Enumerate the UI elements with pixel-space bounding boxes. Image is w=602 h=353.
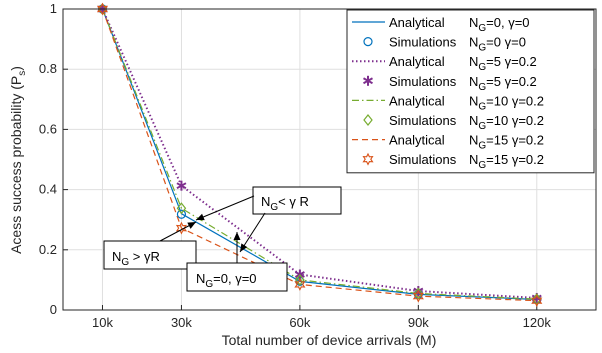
data-point bbox=[532, 293, 542, 306]
x-tick-label: 90k bbox=[408, 315, 429, 330]
legend-box bbox=[346, 9, 595, 174]
legend-params-label: NG=5 γ=0.2 bbox=[469, 54, 537, 73]
legend-swatch-marker bbox=[363, 114, 373, 126]
x-axis-label: Total number of device arrivals (M) bbox=[222, 332, 437, 348]
legend-swatch-marker bbox=[363, 36, 373, 47]
annotation-box-ng-less bbox=[252, 186, 342, 215]
annotation-ng-zero: NG=0, γ=0 bbox=[196, 271, 257, 290]
arrow-head bbox=[240, 243, 248, 252]
series-markers bbox=[96, 2, 543, 308]
legend-type-label: Simulations bbox=[389, 113, 457, 128]
data-point bbox=[176, 202, 187, 215]
legend-type-label: Analytical bbox=[389, 15, 445, 30]
legend-params-label: NG=10 γ=0.2 bbox=[469, 113, 544, 132]
y-tick-label: 1 bbox=[50, 1, 57, 16]
x-tick-label: 30k bbox=[171, 315, 192, 330]
plot-frame bbox=[62, 8, 597, 311]
arrow-head bbox=[233, 232, 241, 240]
data-point bbox=[412, 289, 424, 303]
marker-stroke bbox=[176, 182, 187, 190]
y-tick-label: 0.6 bbox=[39, 121, 57, 136]
annotation-ng-greater: NG > γR bbox=[112, 249, 160, 268]
arrow-ng-zero bbox=[233, 232, 241, 263]
legend-type-label: Simulations bbox=[389, 35, 457, 50]
y-tick-label: 0 bbox=[50, 302, 57, 317]
series-line bbox=[101, 8, 537, 301]
legend-type-label: Simulations bbox=[389, 74, 457, 89]
legend-entry: Analytical NG=10 γ=0.2 bbox=[352, 93, 544, 112]
legend-entry: Analytical NG=5 γ=0.2 bbox=[352, 54, 537, 73]
arrow-shaft bbox=[195, 195, 255, 221]
data-point bbox=[531, 294, 543, 308]
data-point bbox=[295, 273, 305, 286]
arrow-head bbox=[187, 222, 196, 229]
legend-entry: Analytical NG=15 γ=0.2 bbox=[352, 133, 544, 152]
annotation-ng-less: NG< γ R bbox=[261, 194, 309, 213]
legend-params-label: NG=0 γ=0 bbox=[469, 35, 526, 54]
legend-type-label: Analytical bbox=[389, 133, 445, 148]
legend-params-label: NG=15 γ=0.2 bbox=[469, 152, 544, 171]
data-point bbox=[294, 278, 306, 291]
data-point bbox=[176, 209, 187, 219]
data-point bbox=[175, 221, 188, 235]
tick-labels: 0 0.2 0.4 0.6 0.8 1 10k 30k 60k 90k 120k bbox=[39, 1, 551, 330]
y-tick-label: 0.8 bbox=[39, 61, 57, 76]
arrow-ng-less-2 bbox=[239, 212, 266, 253]
legend-swatch-marker bbox=[362, 152, 374, 166]
legend-params-label: NG=0, γ=0 bbox=[469, 15, 530, 34]
legend-entry: Simulations NG=15 γ=0.2 bbox=[362, 152, 544, 171]
legend-entry: Simulations NG=0 γ=0 bbox=[363, 35, 526, 54]
legend-type-label: Analytical bbox=[389, 93, 445, 108]
legend-params-label: NG=15 γ=0.2 bbox=[469, 133, 544, 152]
legend-swatch-marker bbox=[363, 75, 373, 86]
x-tick-label: 120k bbox=[523, 315, 552, 330]
y-tick-label: 0.4 bbox=[39, 182, 57, 197]
legend-entry: Analytical NG=0, γ=0 bbox=[352, 15, 530, 34]
marker-stroke bbox=[363, 77, 373, 85]
legend-entry: Simulations NG=5 γ=0.2 bbox=[363, 74, 537, 93]
legend-type-label: Analytical bbox=[389, 54, 445, 69]
arrow-ng-greater bbox=[159, 221, 197, 242]
series-layer bbox=[96, 2, 543, 308]
data-point bbox=[176, 180, 187, 191]
series-line bbox=[101, 8, 537, 299]
legend-type-label: Simulations bbox=[389, 152, 457, 167]
data-point bbox=[96, 2, 109, 16]
y-axis-label: Acess success probability (Ps) bbox=[8, 66, 28, 254]
legend-params-label: NG=10 γ=0.2 bbox=[469, 93, 544, 112]
legend-params-label: NG=5 γ=0.2 bbox=[469, 74, 537, 93]
y-tick-label: 0.2 bbox=[39, 242, 57, 257]
arrow-ng-less bbox=[195, 195, 255, 221]
arrow-head bbox=[196, 213, 205, 221]
data-point bbox=[413, 287, 424, 300]
annotation-box-ng-greater bbox=[103, 240, 197, 270]
x-tick-label: 60k bbox=[289, 315, 310, 330]
legend-entry: Simulations NG=10 γ=0.2 bbox=[363, 113, 544, 132]
annotations: NG< γ R NG > γR NG=0, γ=0 bbox=[103, 186, 342, 292]
x-tick-label: 10k bbox=[92, 315, 113, 330]
